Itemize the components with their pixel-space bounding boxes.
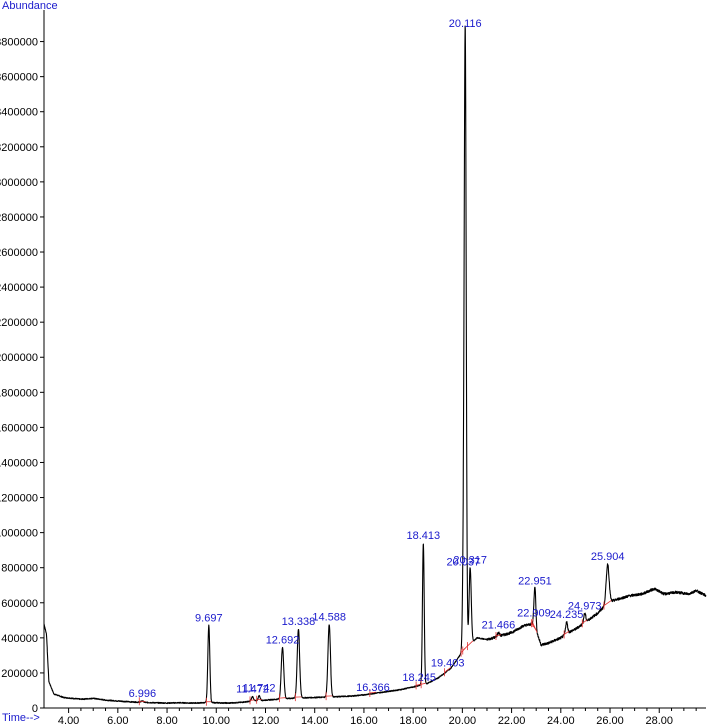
y-tick-label: 2400000: [0, 282, 38, 294]
peak-label: 14.588: [312, 612, 346, 624]
peak-label: 21.466: [482, 620, 516, 632]
y-tick-label: 2000000: [0, 352, 38, 364]
y-tick-label: 3400000: [0, 107, 38, 119]
x-axis-title: Time-->: [2, 712, 40, 724]
peak-label: 20.317: [453, 555, 487, 567]
y-tick-label: 1000000: [0, 528, 38, 540]
peak-label: 11.472: [236, 684, 269, 696]
peak-label: 13.338: [282, 616, 316, 628]
peak-label: 18.245: [402, 672, 436, 684]
peak-label: 11.742: [243, 683, 276, 695]
x-tick-label: 12.00: [252, 715, 280, 727]
x-tick-label: 20.00: [449, 715, 477, 727]
chromatogram-trace: [43, 25, 707, 705]
y-tick-label: 1200000: [0, 493, 38, 505]
integration-baseline-mark: [563, 630, 570, 635]
integration-baseline-mark: [444, 667, 451, 673]
y-tick-label: 600000: [1, 598, 38, 610]
y-tick-label: 3800000: [0, 37, 38, 49]
peak-label: 25.904: [591, 551, 625, 563]
integration-baseline-mark: [532, 622, 538, 633]
x-tick-label: 28.00: [645, 715, 673, 727]
x-tick-label: 22.00: [498, 715, 526, 727]
y-tick-label: 3200000: [0, 142, 38, 154]
peak-label: 6.996: [129, 688, 157, 700]
y-tick-label: 0: [32, 703, 38, 715]
y-tick-label: 3000000: [0, 177, 38, 189]
y-tick-label: 1800000: [0, 387, 38, 399]
peak-label: 16.366: [356, 682, 390, 694]
y-tick-label: 200000: [1, 668, 38, 680]
y-axis-title: Abundance: [2, 0, 58, 12]
x-tick-label: 18.00: [399, 715, 427, 727]
x-tick-label: 16.00: [350, 715, 378, 727]
x-tick-label: 26.00: [596, 715, 624, 727]
peak-label: 19.403: [431, 657, 465, 669]
peak-label: 12.692: [266, 634, 300, 646]
x-tick-label: 8.00: [156, 715, 177, 727]
peak-label: 24.235: [550, 609, 584, 621]
peak-label: 18.413: [406, 530, 440, 542]
y-tick-label: 3600000: [0, 72, 38, 84]
x-tick-label: 4.00: [58, 715, 79, 727]
x-tick-label: 10.00: [203, 715, 231, 727]
integration-baseline-mark: [369, 691, 377, 694]
y-tick-label: 2200000: [0, 317, 38, 329]
y-tick-label: 800000: [1, 563, 38, 575]
peak-label: 20.037: [446, 556, 480, 568]
integration-baseline-mark: [467, 640, 474, 647]
y-tick-label: 2800000: [0, 212, 38, 224]
y-tick-label: 2600000: [0, 247, 38, 259]
y-tick-label: 1600000: [0, 422, 38, 434]
peak-label: 22.951: [518, 576, 552, 588]
peak-label: 24.973: [568, 600, 602, 612]
y-tick-label: 1400000: [0, 457, 38, 469]
y-tick-label: 400000: [1, 633, 38, 645]
integration-baseline-mark: [603, 600, 612, 606]
integration-baseline-mark: [495, 634, 502, 637]
peak-label: 22.909: [517, 607, 551, 619]
integration-baseline-mark: [462, 645, 468, 651]
peak-label: 20.116: [449, 18, 482, 30]
x-tick-label: 14.00: [301, 715, 329, 727]
integration-baseline-mark: [421, 682, 426, 685]
x-tick-label: 24.00: [547, 715, 575, 727]
integration-baseline-mark: [582, 619, 588, 624]
x-tick-label: 6.00: [107, 715, 128, 727]
peak-label: 9.697: [195, 613, 223, 625]
